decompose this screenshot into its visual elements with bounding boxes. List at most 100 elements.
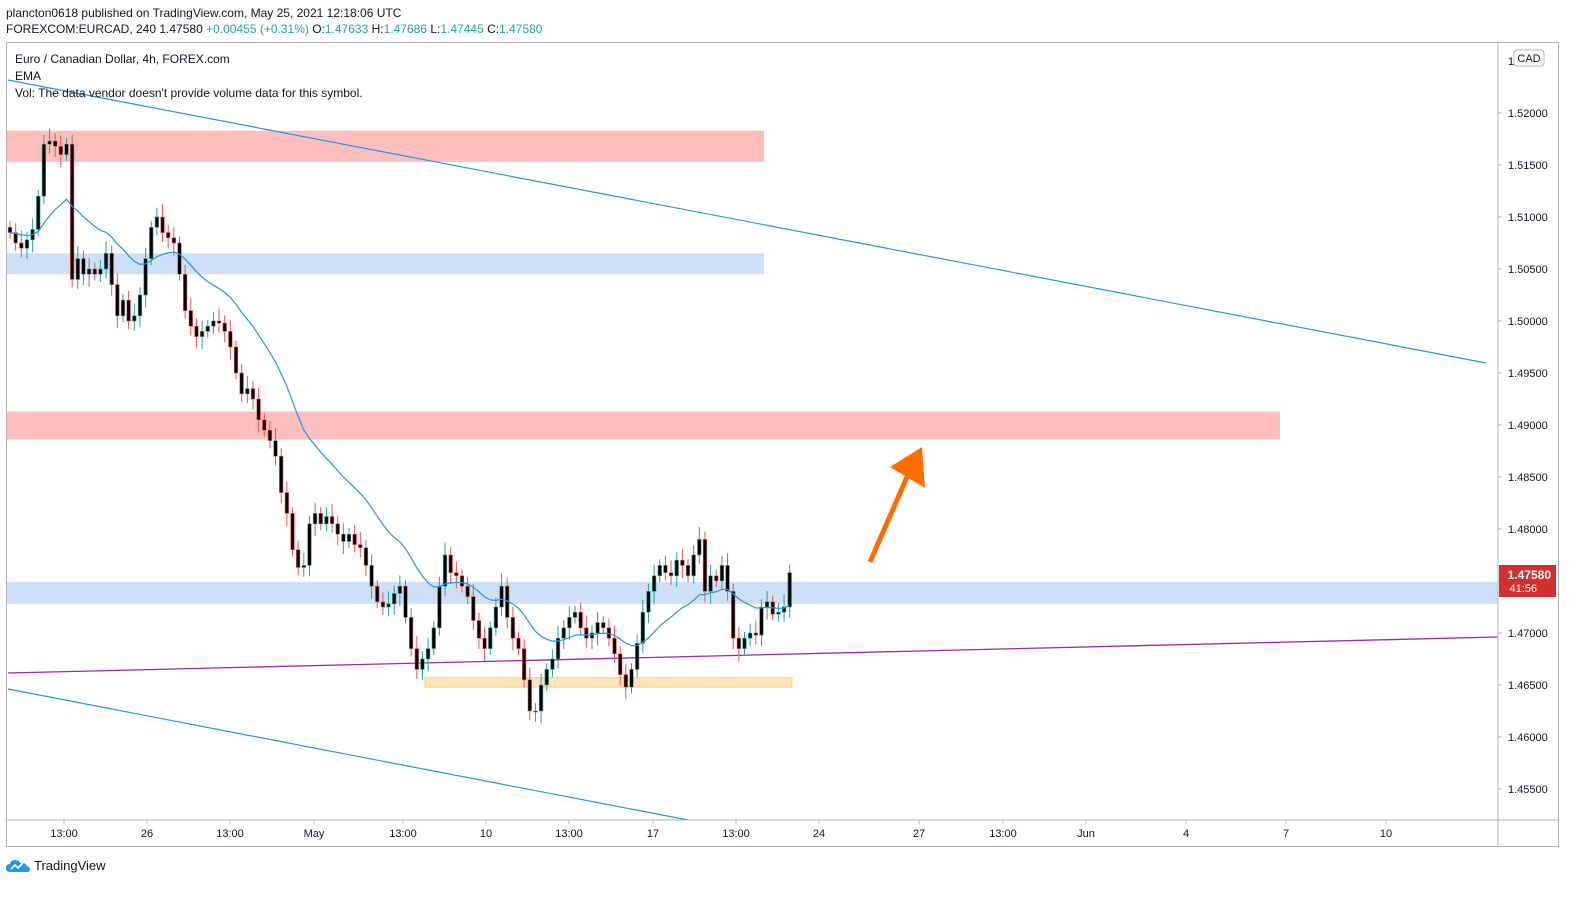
candle-body [239, 372, 244, 395]
candle-body [476, 620, 482, 639]
candle-body [375, 585, 380, 603]
price-change: +0.00455 (+0.31%) [206, 22, 309, 36]
candle-body [482, 637, 487, 649]
candle-body [386, 603, 391, 608]
candle-body [228, 331, 233, 348]
time-tick-label: 4 [1183, 828, 1189, 840]
price-tick-label: 1.47000 [1508, 628, 1548, 640]
demand-zone-1[interactable] [7, 253, 764, 275]
candle-body [392, 593, 397, 605]
candle-body [103, 253, 109, 270]
candle-body [341, 533, 346, 542]
candle-body [657, 565, 662, 577]
candle-body [685, 565, 691, 577]
supply-zone-0[interactable] [7, 130, 764, 162]
candle-body [369, 565, 374, 587]
candle-body [567, 617, 572, 629]
candle-body [346, 533, 352, 542]
base-zone-4[interactable] [424, 677, 793, 688]
axis-top-label: 1 [1508, 56, 1514, 68]
candle-body [731, 591, 736, 639]
candle-body [177, 242, 182, 275]
candle-body [13, 232, 18, 244]
lower-trendline[interactable] [7, 688, 689, 821]
candle-body [171, 237, 176, 244]
candle-body [561, 627, 566, 639]
price-tick-label: 1.49500 [1508, 368, 1548, 380]
candle-body [572, 611, 578, 618]
candle-body [425, 648, 431, 660]
candle-body [499, 585, 504, 608]
candle-body [358, 544, 363, 549]
candle-body [623, 674, 628, 688]
time-tick-label: 10 [480, 828, 492, 840]
candle-body [697, 539, 702, 556]
supply-zone-2[interactable] [7, 411, 1280, 440]
candle-body [47, 140, 52, 145]
candle-body [284, 492, 289, 514]
candle-body [194, 325, 199, 337]
candle-body [335, 523, 340, 535]
candle-body [137, 294, 143, 317]
candle-body [58, 145, 63, 155]
candle-body [550, 658, 555, 670]
volume-legend: Vol: The data vendor doesn't provide vol… [15, 86, 363, 100]
time-tick-label: 13:00 [555, 828, 583, 840]
candle-body [454, 572, 459, 577]
symbol-label: FOREXCOM:EURCAD, 240 [6, 22, 157, 36]
support-trendline[interactable] [7, 636, 1499, 674]
time-tick-label: Jun [1077, 828, 1095, 840]
price-tick-label: 1.48000 [1508, 524, 1548, 536]
candle-body [544, 669, 549, 686]
demand-zone-3[interactable] [7, 582, 1498, 604]
candle-body [132, 315, 137, 322]
candle-body [680, 559, 685, 566]
candle-body [273, 440, 278, 457]
price-tick-label: 1.50500 [1508, 264, 1548, 276]
candle-body [403, 585, 408, 618]
candle-body [115, 284, 120, 317]
candle-body [41, 143, 46, 197]
ema-legend[interactable]: EMA [15, 69, 42, 83]
candle-body [714, 575, 719, 582]
tradingview-logo-icon [6, 859, 30, 872]
time-axis[interactable]: 13:00 26 13:00 May 13:00 10 13:00 17 13:00 24 27 13… [50, 820, 1392, 840]
candle-body [290, 513, 295, 551]
candle-body [109, 253, 114, 285]
candle-body [211, 320, 216, 327]
candle-body [618, 653, 623, 675]
tradingview-brand[interactable]: TradingView [6, 858, 106, 873]
publisher-line: plancton0618 published on TradingView.co… [6, 6, 402, 20]
candle-body [759, 606, 764, 636]
candle-body [674, 559, 679, 577]
candle-body [533, 710, 538, 713]
candle-body [414, 648, 419, 670]
currency-badge[interactable]: CAD [1513, 49, 1545, 67]
candle-body [149, 227, 154, 259]
time-tick-label: 24 [813, 828, 825, 840]
open-label: O: [312, 22, 325, 36]
candle-body [7, 227, 13, 233]
price-tick-label: 1.48500 [1508, 472, 1548, 484]
candle-body [205, 325, 210, 332]
time-tick-label: 26 [141, 828, 153, 840]
price-axis[interactable]: 1.52000 1.51500 1.51000 1.50500 1.50000 1.495… [1498, 108, 1548, 796]
candle-body [719, 565, 724, 582]
candle-body [380, 601, 386, 608]
candle-body [527, 679, 532, 712]
candle-body [493, 606, 499, 629]
upper-trendline[interactable] [7, 79, 1487, 364]
price-tick-label: 1.51500 [1508, 160, 1548, 172]
last-price: 1.47580 [159, 22, 203, 36]
candle-body [296, 549, 301, 568]
candle-body [510, 617, 515, 639]
candle-body [555, 637, 561, 660]
chart-frame[interactable] [6, 42, 1559, 847]
candle-body [612, 637, 617, 655]
candle-body [538, 684, 544, 712]
candle-body [488, 627, 493, 649]
candle-body [397, 585, 402, 594]
candle-body [36, 195, 41, 230]
candle-body [92, 268, 97, 275]
